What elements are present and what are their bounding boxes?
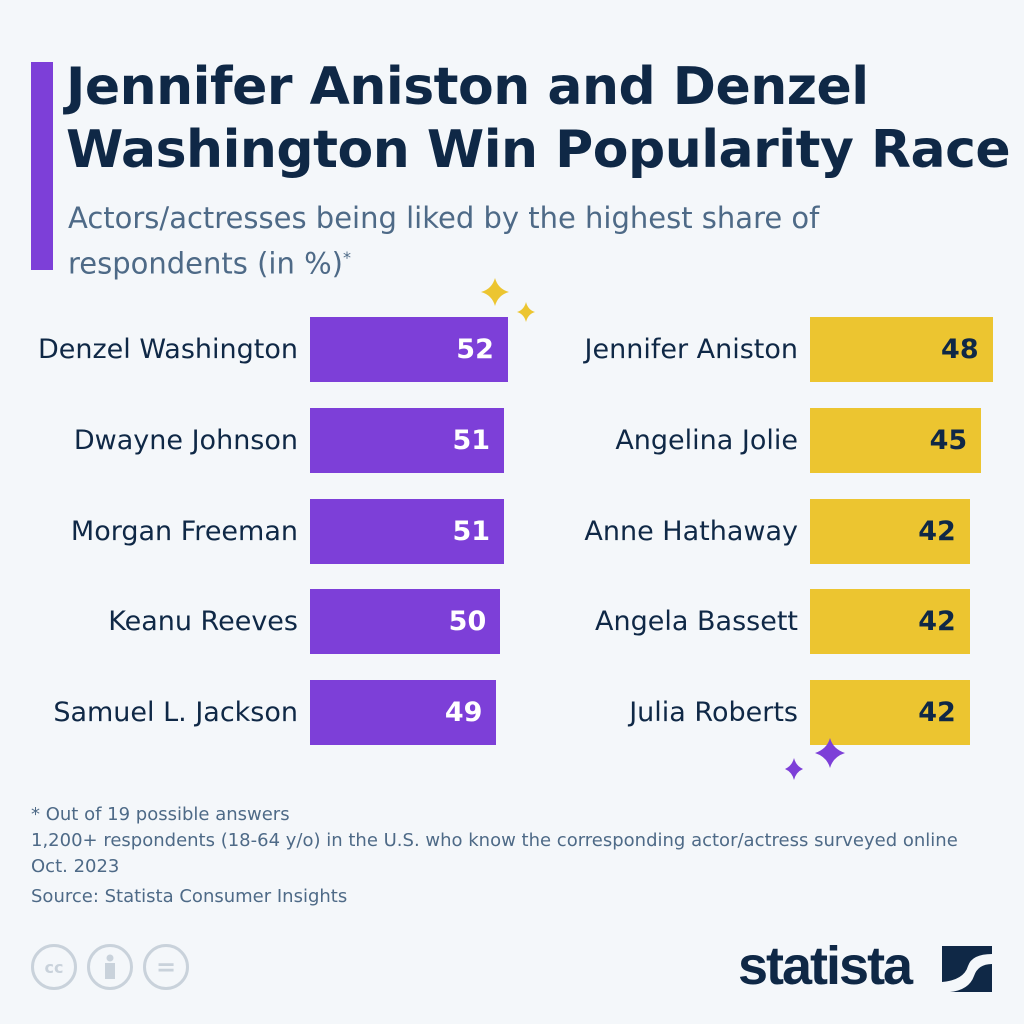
sparkle-icon — [481, 278, 535, 322]
category-label: Samuel L. Jackson — [53, 697, 298, 729]
statista-logo: statista — [738, 936, 913, 996]
data-label: 52 — [456, 334, 494, 365]
category-label: Anne Hathaway — [584, 515, 798, 547]
data-label: 51 — [452, 424, 491, 456]
source: Source: Statista Consumer Insights — [31, 886, 348, 907]
footnote-mark: * — [342, 248, 351, 267]
bar — [310, 498, 505, 564]
category-label: Julia Roberts — [629, 697, 798, 729]
bar — [810, 498, 970, 564]
survey-note: 1,200+ respondents (18-64 y/o) in the U.… — [31, 830, 958, 877]
bar — [810, 680, 970, 746]
sparkle-icon — [785, 738, 845, 780]
category-label: Angela Bassett — [595, 606, 798, 638]
bar — [310, 680, 497, 746]
footnotes: * Out of 19 possible answers 1,200+ resp… — [31, 802, 991, 880]
footnote: * Out of 19 possible answers — [31, 804, 290, 825]
attribution-icon — [87, 944, 133, 990]
data-label: 42 — [918, 515, 956, 547]
data-label: 51 — [452, 515, 491, 547]
bar — [810, 407, 982, 473]
bar — [310, 407, 505, 473]
category-label: Angelina Jolie — [615, 424, 798, 456]
subtitle-text: Actors/actresses being liked by the high… — [68, 201, 820, 281]
no-derivatives-icon: = — [143, 944, 189, 990]
data-label: 42 — [918, 697, 956, 729]
category-label: Morgan Freeman — [70, 515, 298, 547]
category-label: Keanu Reeves — [108, 606, 298, 638]
chart-title: Jennifer Aniston and Denzel Washington W… — [66, 57, 1011, 180]
data-label: 50 — [448, 606, 487, 638]
data-label: 42 — [918, 606, 956, 638]
chart-subtitle: Actors/actresses being liked by the high… — [68, 198, 888, 284]
data-label: 48 — [941, 334, 979, 365]
license-icons: cc = — [31, 944, 189, 990]
bar — [810, 589, 970, 655]
bar — [310, 589, 501, 655]
bar — [310, 317, 508, 382]
cc-icon: cc — [31, 944, 77, 990]
bar — [810, 317, 993, 382]
category-label: Jennifer Aniston — [584, 334, 798, 365]
accent-bar — [31, 62, 53, 270]
data-label: 49 — [444, 697, 483, 729]
data-label: 45 — [929, 424, 968, 456]
category-label: Dwayne Johnson — [73, 424, 298, 456]
statista-logo-mark — [942, 946, 992, 992]
category-label: Denzel Washington — [37, 334, 298, 365]
